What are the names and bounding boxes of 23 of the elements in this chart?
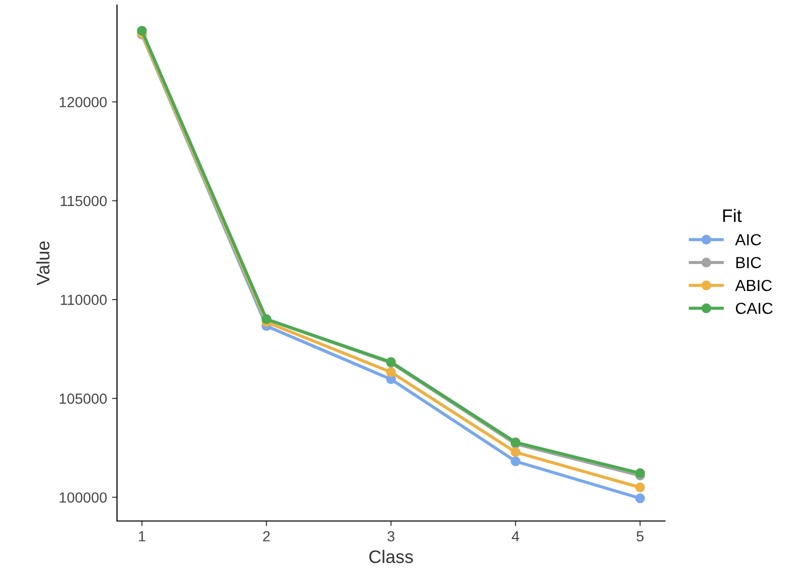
x-tick-label: 3 (388, 531, 394, 542)
x-axis-title: Class (369, 550, 413, 564)
y-tick-label: 115000 (60, 196, 107, 206)
legend-label: CAIC (736, 302, 773, 314)
x-tick-label: 4 (512, 531, 520, 542)
legend-title: Fit (723, 208, 742, 222)
point (635, 493, 645, 504)
legend-label: BIC (736, 256, 762, 268)
point (510, 447, 520, 458)
point (635, 482, 645, 492)
point (386, 367, 396, 377)
x-tick-label: 2 (263, 531, 270, 542)
point (510, 456, 520, 466)
y-tick-label: 110000 (60, 294, 107, 305)
y-axis-title: Value (36, 241, 50, 286)
legend-label: ABIC (735, 280, 772, 292)
point (635, 468, 645, 478)
y-tick-label: 105000 (60, 394, 107, 404)
x-tick-label: 1 (138, 531, 146, 542)
y-tick-label: 120000 (60, 96, 107, 108)
legend-label: AIC (735, 234, 762, 246)
y-tick-label: 100000 (60, 492, 107, 503)
x-tick-label: 5 (636, 531, 644, 542)
